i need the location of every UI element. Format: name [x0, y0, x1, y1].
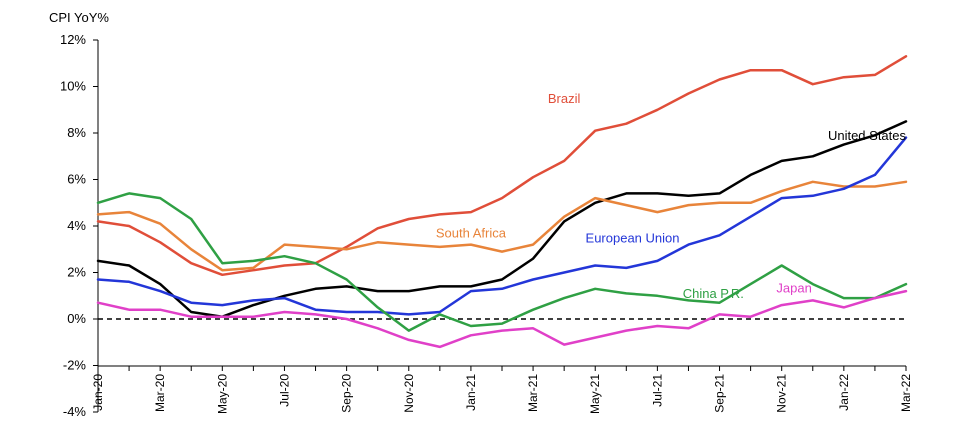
y-tick-label: 6% [67, 172, 86, 187]
x-tick-label: Nov-20 [402, 374, 416, 413]
y-axis-title: CPI YoY% [49, 10, 109, 25]
y-tick-label: 0% [67, 311, 86, 326]
series-label-european-union: European Union [586, 230, 680, 245]
x-tick-label: May-20 [215, 374, 229, 414]
series-lines [96, 55, 908, 349]
y-tick-label: -4% [63, 404, 87, 419]
series-line-china-p-r- [96, 192, 908, 332]
y-tick-label: 12% [60, 32, 86, 47]
series-labels: Brazil United States South Africa European … [436, 91, 907, 301]
series-label-china-p-r-: China P.R. [683, 286, 744, 301]
series-line-south-africa [96, 180, 908, 272]
x-tick-label: Sep-21 [713, 374, 727, 413]
y-tick-label: 4% [67, 218, 86, 233]
x-tick-label: Jan-22 [837, 374, 851, 411]
series-line-european-union [96, 136, 908, 316]
x-tick-label: Mar-21 [526, 374, 540, 412]
y-tick-label: -2% [63, 358, 87, 373]
x-tick-label: Jul-20 [277, 374, 291, 407]
x-tick-label: Nov-21 [775, 374, 789, 413]
y-tick-label: 2% [67, 265, 86, 280]
x-tick-label: Mar-20 [153, 374, 167, 412]
series-label-brazil: Brazil [548, 91, 581, 106]
series-line-japan [96, 289, 908, 349]
y-axis: -4% -2% 0% 2% 4% 6% 8% 10% 12% [60, 32, 99, 419]
series-line-united-states [96, 120, 908, 318]
x-tick-label: Jul-21 [650, 374, 664, 407]
x-tick-label: Mar-22 [899, 374, 913, 412]
x-axis: Jan-20 Mar-20 May-20 Jul-20 Sep-20 Nov-20 Jan-… [91, 365, 913, 414]
x-tick-label: Jan-21 [464, 374, 478, 411]
x-tick-label: Jan-20 [91, 374, 105, 411]
y-tick-label: 8% [67, 125, 86, 140]
x-tick-label: Sep-20 [340, 374, 354, 413]
series-label-south-africa: South Africa [436, 226, 507, 241]
series-label-united-states: United States [828, 128, 907, 143]
series-line-brazil [96, 55, 908, 277]
x-tick-label: May-21 [588, 374, 602, 414]
series-label-japan: Japan [776, 280, 811, 295]
y-tick-label: 10% [60, 79, 86, 94]
